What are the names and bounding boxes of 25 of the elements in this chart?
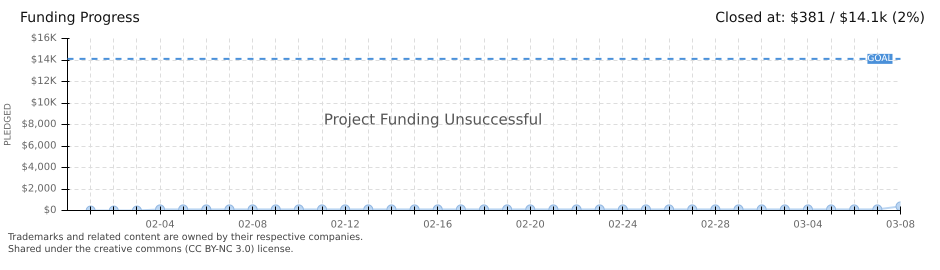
text: Trademarks and related content are owned by their respective companies.: [8, 232, 364, 243]
y-tick-label: $2,000: [22, 184, 57, 194]
y-tick-label: $6,000: [22, 140, 57, 152]
annotation: Project Funding Unsuccessful: [324, 110, 542, 128]
x-tick-label: 02-28: [700, 220, 730, 230]
chart-title: Funding Progress: [20, 9, 140, 28]
y-axis-title: PLEDGED: [4, 103, 14, 146]
ref-line-label: GOAL: [867, 54, 893, 64]
y-tick-label: $0: [44, 205, 57, 216]
y-tick-label: $10K: [30, 98, 57, 108]
x-tick-label: 02-24: [608, 220, 638, 230]
x-tick-label: 03-08: [886, 220, 916, 230]
chart-subtitle: Closed at: $381 / $14.1k (2%): [715, 9, 925, 28]
x-tick-label: 02-08: [238, 220, 268, 230]
x-tick-label: 02-16: [423, 220, 452, 230]
text: Shared under the creative commons (CC BY-NC 3.0) license.: [8, 244, 294, 255]
y-tick-label: $12K: [30, 76, 57, 87]
x-tick-label: 03-04: [793, 220, 822, 230]
x-tick-label: 02-20: [516, 220, 545, 230]
y-tick-label: $14K: [30, 54, 57, 66]
x-tick-label: 02-04: [146, 220, 175, 230]
x-tick-label: 02-12: [330, 220, 360, 230]
y-tick-label: $8,000: [22, 119, 57, 130]
y-tick-label: $16K: [30, 33, 57, 44]
y-tick-label: $4,000: [22, 162, 57, 173]
